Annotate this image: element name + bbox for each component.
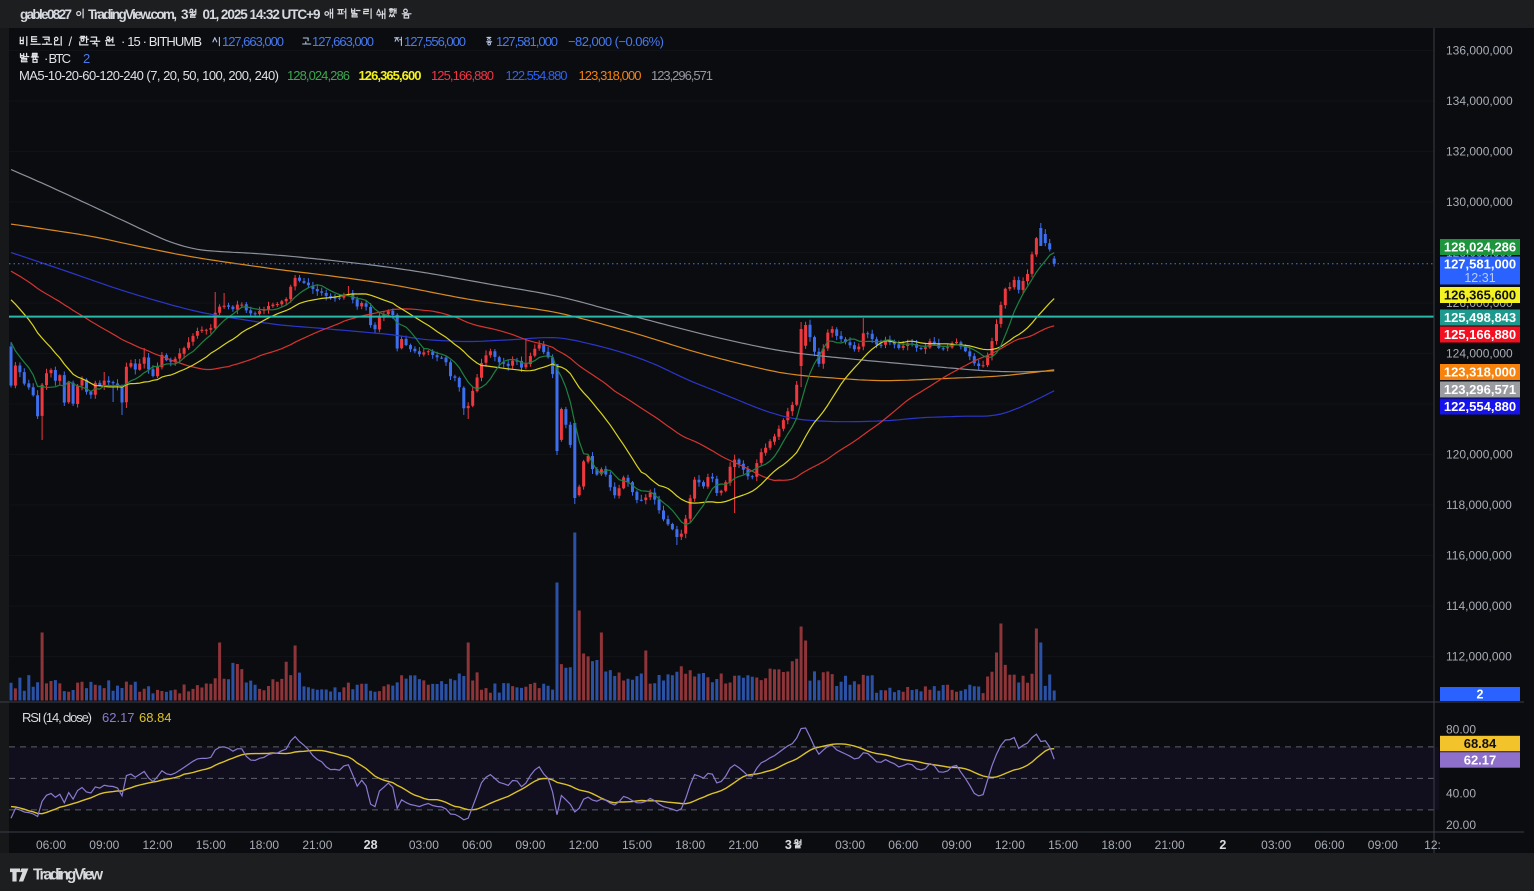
svg-text:136,000,000: 136,000,000 bbox=[1446, 44, 1513, 58]
svg-text:80.00: 80.00 bbox=[1446, 723, 1476, 737]
svg-text:2: 2 bbox=[1477, 688, 1484, 702]
svg-text:18:00: 18:00 bbox=[1101, 838, 1131, 852]
svg-text:12:00: 12:00 bbox=[142, 838, 172, 852]
svg-text:09:00: 09:00 bbox=[942, 838, 972, 852]
svg-text:125,166,880: 125,166,880 bbox=[431, 68, 494, 83]
svg-text:123,296,571: 123,296,571 bbox=[1444, 382, 1516, 397]
svg-text:06:00: 06:00 bbox=[462, 838, 492, 852]
svg-text:123,318,000: 123,318,000 bbox=[579, 68, 642, 83]
svg-text:12:: 12: bbox=[1424, 838, 1441, 852]
svg-text:· 15 · BITHUMB: · 15 · BITHUMB bbox=[121, 34, 202, 49]
svg-text:132,000,000: 132,000,000 bbox=[1446, 145, 1513, 159]
svg-text:124,000,000: 124,000,000 bbox=[1446, 347, 1513, 361]
svg-text:2: 2 bbox=[1219, 838, 1226, 852]
svg-text:18:00: 18:00 bbox=[675, 838, 705, 852]
svg-text:06:00: 06:00 bbox=[1314, 838, 1344, 852]
svg-text:TradingView.com,: TradingView.com, bbox=[88, 7, 177, 22]
svg-text:127,581,000: 127,581,000 bbox=[496, 34, 558, 49]
svg-text:3: 3 bbox=[785, 838, 792, 852]
svg-text:127,663,000: 127,663,000 bbox=[312, 34, 374, 49]
svg-text:125,166,880: 125,166,880 bbox=[1444, 327, 1516, 342]
svg-text:01, 2025 14:32 UTC+9: 01, 2025 14:32 UTC+9 bbox=[203, 7, 321, 22]
svg-text:TradingView: TradingView bbox=[33, 867, 104, 884]
svg-text:06:00: 06:00 bbox=[36, 838, 66, 852]
svg-text:· BTC: · BTC bbox=[44, 51, 71, 66]
svg-text:03:00: 03:00 bbox=[409, 838, 439, 852]
svg-text:114,000,000: 114,000,000 bbox=[1446, 599, 1512, 613]
svg-text:09:00: 09:00 bbox=[515, 838, 545, 852]
svg-text:120,000,000: 120,000,000 bbox=[1446, 448, 1513, 462]
svg-text:MA5-10-20-60-120-240 (7, 20, 5: MA5-10-20-60-120-240 (7, 20, 50, 100, 20… bbox=[19, 68, 279, 83]
svg-text:15:00: 15:00 bbox=[196, 838, 226, 852]
svg-text:28: 28 bbox=[364, 838, 378, 852]
svg-text:15:00: 15:00 bbox=[1048, 838, 1078, 852]
svg-text:3: 3 bbox=[181, 7, 189, 22]
svg-text:127,556,000: 127,556,000 bbox=[404, 34, 466, 49]
svg-text:122.554.880: 122.554.880 bbox=[506, 68, 568, 83]
svg-text:123,318,000: 123,318,000 bbox=[1444, 365, 1516, 380]
svg-text:130,000,000: 130,000,000 bbox=[1446, 195, 1513, 209]
svg-text:12:00: 12:00 bbox=[995, 838, 1025, 852]
svg-text:2: 2 bbox=[83, 51, 90, 66]
svg-text:06:00: 06:00 bbox=[888, 838, 918, 852]
svg-text:03:00: 03:00 bbox=[835, 838, 865, 852]
svg-text:122,554,880: 122,554,880 bbox=[1444, 399, 1516, 414]
svg-text:03:00: 03:00 bbox=[1261, 838, 1291, 852]
svg-text:09:00: 09:00 bbox=[1368, 838, 1398, 852]
svg-text:21:00: 21:00 bbox=[302, 838, 332, 852]
svg-text:12:00: 12:00 bbox=[569, 838, 599, 852]
svg-text:−82,000 (−0.06%): −82,000 (−0.06%) bbox=[568, 34, 664, 49]
svg-text:127,663,000: 127,663,000 bbox=[222, 34, 284, 49]
svg-text:116,000,000: 116,000,000 bbox=[1446, 549, 1512, 563]
svg-text:126,365,600: 126,365,600 bbox=[1444, 288, 1516, 303]
svg-text:128,024,286: 128,024,286 bbox=[1444, 240, 1516, 255]
svg-text:12:31: 12:31 bbox=[1464, 271, 1495, 285]
svg-text:20.00: 20.00 bbox=[1446, 818, 1476, 832]
svg-text:/: / bbox=[69, 34, 73, 49]
svg-text:125,498,843: 125,498,843 bbox=[1444, 310, 1516, 325]
svg-text:gable0827: gable0827 bbox=[20, 7, 72, 22]
svg-text:21:00: 21:00 bbox=[728, 838, 758, 852]
svg-text:128,024,286: 128,024,286 bbox=[287, 68, 350, 83]
svg-text:68.84: 68.84 bbox=[139, 710, 172, 725]
svg-text:126,365,600: 126,365,600 bbox=[359, 68, 422, 83]
svg-text:134,000,000: 134,000,000 bbox=[1446, 94, 1513, 108]
svg-text:62.17: 62.17 bbox=[102, 710, 135, 725]
svg-text:RSI (14, close): RSI (14, close) bbox=[22, 710, 92, 725]
svg-text:123,296,571: 123,296,571 bbox=[651, 68, 713, 83]
svg-text:112,000,000: 112,000,000 bbox=[1446, 650, 1512, 664]
svg-text:40.00: 40.00 bbox=[1446, 787, 1476, 801]
svg-text:127,581,000: 127,581,000 bbox=[1444, 257, 1516, 272]
svg-text:68.84: 68.84 bbox=[1464, 736, 1497, 751]
svg-text:21:00: 21:00 bbox=[1155, 838, 1185, 852]
svg-text:18:00: 18:00 bbox=[249, 838, 279, 852]
svg-text:09:00: 09:00 bbox=[89, 838, 119, 852]
svg-text:62.17: 62.17 bbox=[1464, 753, 1497, 768]
svg-text:15:00: 15:00 bbox=[622, 838, 652, 852]
svg-text:118,000,000: 118,000,000 bbox=[1446, 498, 1512, 512]
